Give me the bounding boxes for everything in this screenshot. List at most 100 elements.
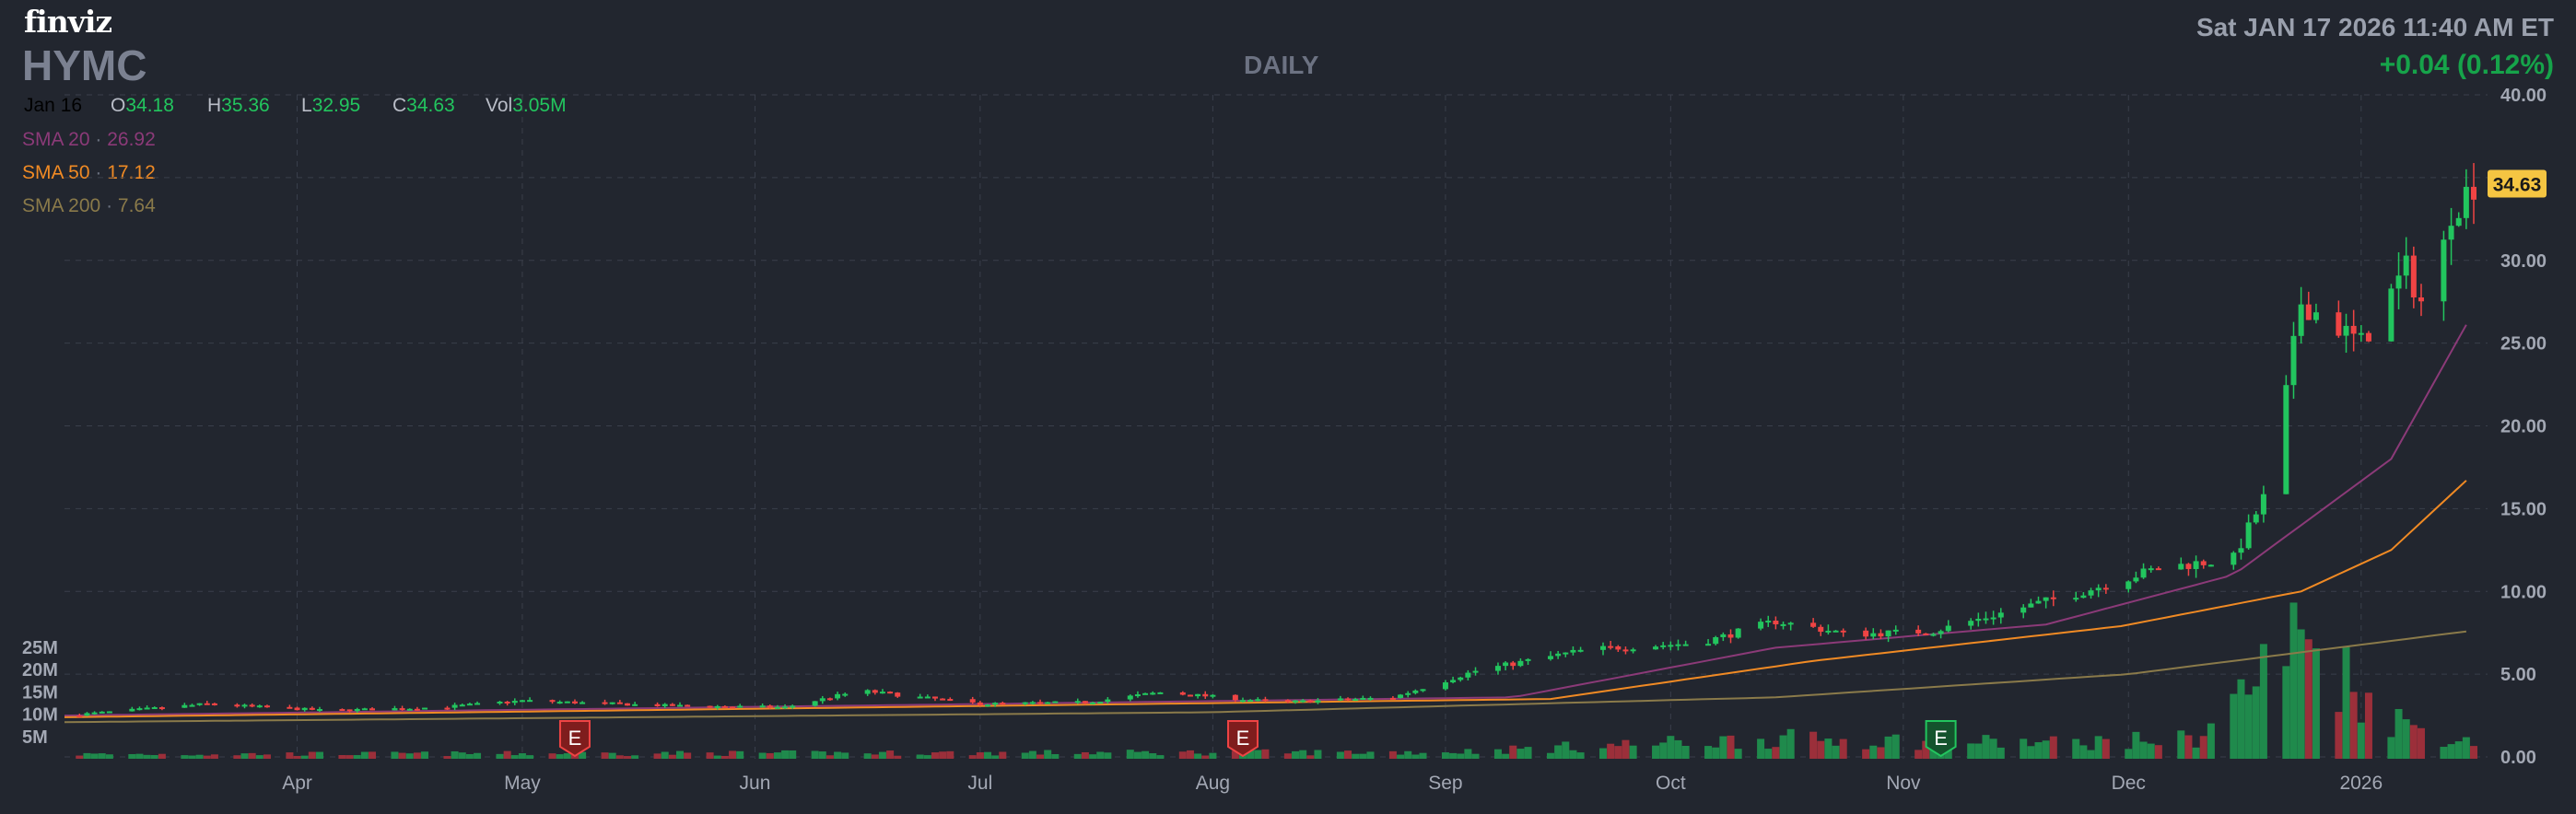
volume-bar	[143, 754, 151, 759]
candle-body	[1938, 631, 1944, 634]
candle-body	[812, 701, 818, 706]
candle-body	[1787, 622, 1794, 625]
volume-bar	[2042, 740, 2050, 759]
volume-bar	[1028, 750, 1036, 759]
volume-bar	[2312, 648, 2320, 759]
volume-bar	[2154, 745, 2162, 759]
candle-body	[662, 704, 668, 706]
candle-body	[1503, 662, 1509, 667]
volume-bar	[1186, 750, 1194, 759]
candle-body	[2245, 522, 2252, 549]
vol-label: Vol	[486, 95, 513, 116]
candle-body	[2125, 581, 2132, 589]
volume-bar	[676, 750, 685, 759]
candle-body	[985, 704, 991, 707]
candle-body	[730, 706, 736, 709]
open-value: 34.18	[125, 95, 174, 116]
volume-bar	[1629, 745, 1637, 759]
candle-body	[1675, 644, 1681, 646]
candle-body	[977, 702, 983, 706]
volume-bar	[76, 755, 84, 759]
candle-body	[2463, 186, 2469, 218]
volume-bar	[1674, 739, 1682, 759]
candle-body	[2313, 312, 2319, 320]
volume-bar	[421, 751, 429, 759]
volume-bar	[2409, 725, 2418, 759]
ohlc-open: O34.18	[111, 95, 174, 117]
candle-body	[527, 700, 533, 703]
candle-body	[1315, 700, 1321, 703]
volume-bar	[1178, 751, 1187, 759]
candle-body	[287, 706, 293, 709]
volume-bar	[1404, 750, 1412, 759]
ohlc-high: H35.36	[207, 95, 270, 117]
price-tick-label: 10.00	[2500, 582, 2547, 602]
earnings-label: E	[568, 727, 582, 750]
volume-bar	[1142, 750, 1150, 759]
volume-bar	[1096, 751, 1105, 759]
candle-body	[1202, 693, 1209, 697]
volume-bar	[286, 752, 294, 759]
candle-body	[151, 707, 158, 710]
sma20-legend[interactable]: SMA 20 · 26.92	[22, 129, 156, 150]
candle-body	[76, 715, 83, 718]
candle-body	[422, 707, 428, 710]
earnings-marker	[1226, 720, 1259, 758]
candle-body	[249, 704, 255, 707]
candle-body	[1082, 701, 1088, 704]
volume-bar	[1149, 753, 1157, 759]
volume-bar	[398, 752, 406, 759]
candle-body	[1134, 694, 1141, 697]
volume-bar	[2462, 737, 2470, 759]
volume-bar	[465, 753, 474, 759]
volume-bar	[1576, 752, 1585, 759]
sma20-line	[64, 324, 2467, 717]
candle-body	[406, 708, 413, 711]
volume-bar	[1757, 738, 1765, 759]
volume-bar	[2020, 738, 2028, 759]
volume-bar	[255, 755, 263, 759]
candle-body	[1818, 626, 1824, 633]
volume-bar	[1051, 753, 1060, 759]
candle-body	[1915, 629, 1922, 634]
volume-bar	[931, 752, 939, 759]
volume-bar	[1036, 754, 1045, 759]
sma-lines	[64, 324, 2467, 724]
candle-body	[1668, 645, 1674, 647]
candle-body	[1037, 702, 1044, 704]
candle-body	[1870, 633, 1877, 637]
candle-body	[879, 692, 885, 694]
volume-bar	[308, 751, 316, 759]
candle-body	[2133, 577, 2139, 582]
volume-bar	[1156, 755, 1165, 759]
volume-bar	[1786, 728, 1795, 759]
candle-body	[399, 708, 405, 711]
volume-bar	[653, 753, 662, 759]
candle-body	[256, 705, 263, 708]
candle-body	[669, 704, 675, 706]
volume-bar	[789, 750, 797, 759]
finviz-logo[interactable]: finviz	[24, 4, 112, 40]
grid	[64, 94, 2488, 759]
candle-body	[1142, 692, 1149, 695]
volume-bar	[818, 751, 826, 759]
candle-body	[2140, 568, 2147, 578]
volume-bar	[353, 755, 361, 759]
candle-body	[1555, 653, 1562, 657]
volume-bar	[2094, 736, 2102, 759]
volume-bar	[1982, 735, 1990, 759]
volume-bar	[2252, 686, 2260, 759]
candle-body	[361, 708, 368, 711]
volume-bar	[1922, 740, 1930, 759]
candle-body	[826, 698, 833, 701]
sma200-legend[interactable]: SMA 200 · 7.64	[22, 195, 156, 216]
candle-body	[1398, 694, 1404, 699]
volume-bar	[1441, 752, 1449, 759]
volume-bar	[263, 754, 271, 759]
candle-body	[2365, 332, 2371, 342]
volume-bar	[1727, 735, 1735, 759]
volume-bar	[1719, 736, 1727, 759]
candle-body	[2028, 603, 2034, 608]
